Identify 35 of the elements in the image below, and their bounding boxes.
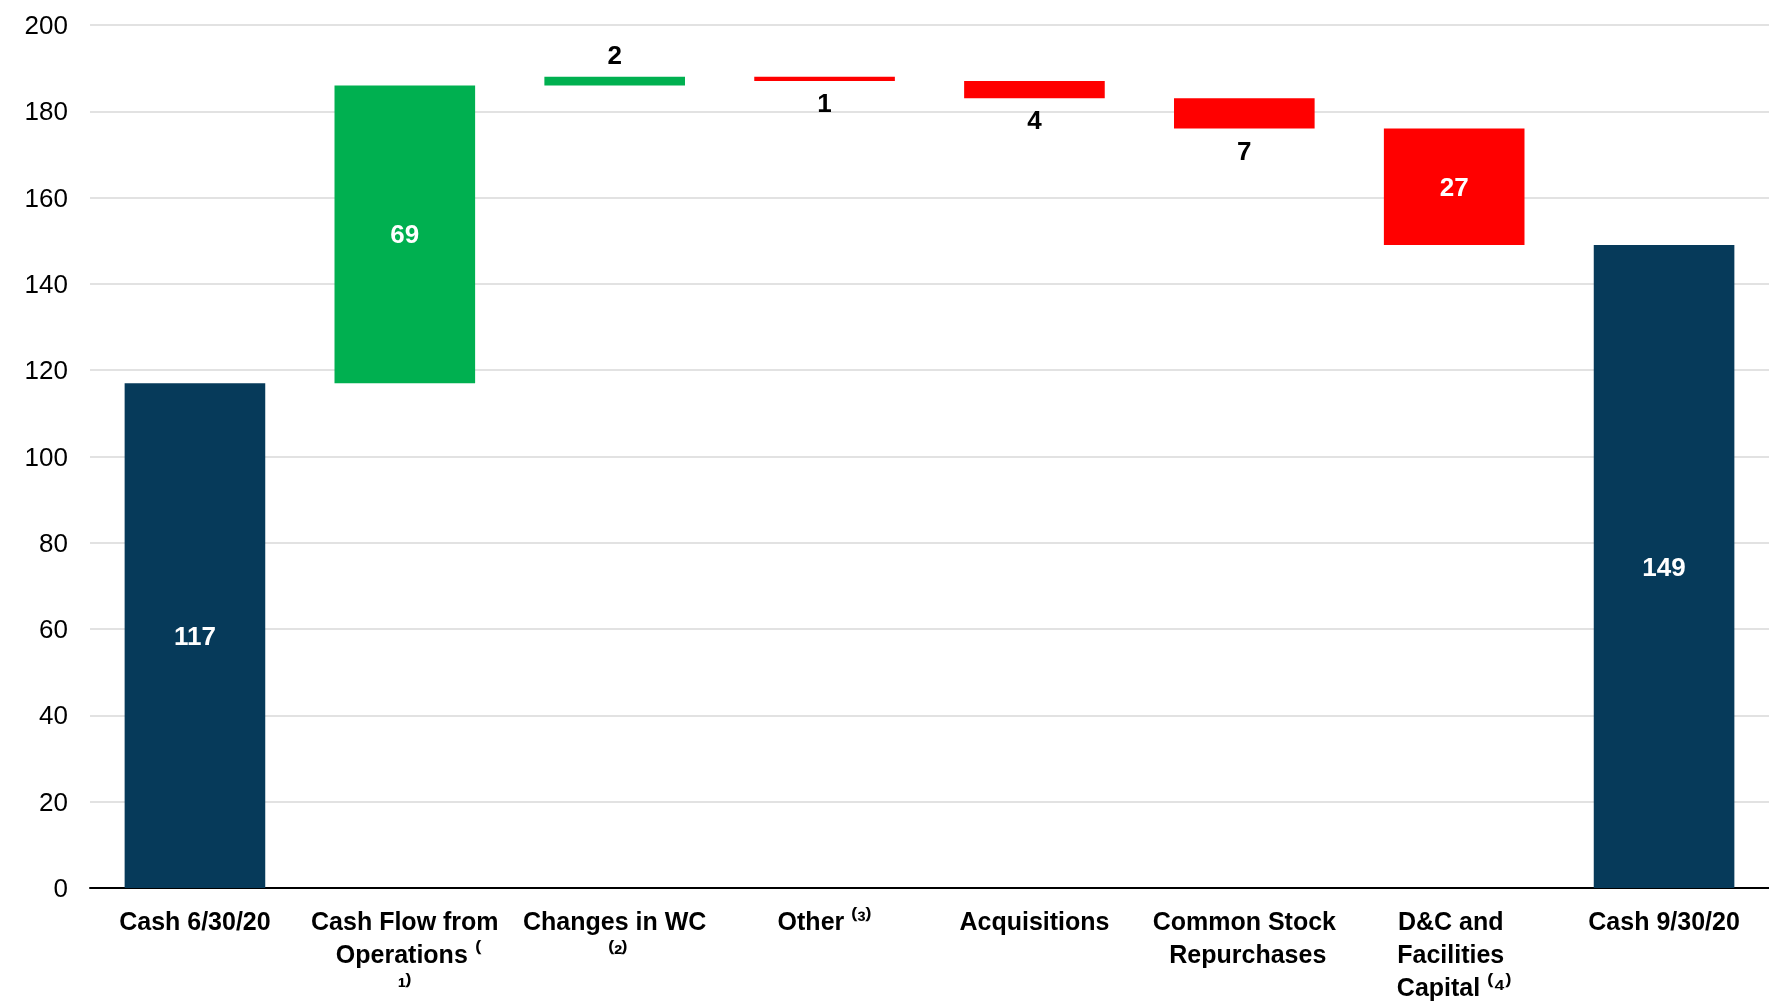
- x-tick-label: Other ⁽³⁾: [777, 905, 872, 935]
- x-tick-label: Cash 9/30/20: [1588, 906, 1740, 935]
- x-tick-label: Acquisitions: [959, 906, 1110, 935]
- data-label: 7: [1237, 135, 1252, 166]
- data-label: 27: [1439, 171, 1469, 202]
- y-tick-label: 200: [24, 10, 68, 40]
- data-label: 2: [607, 39, 622, 70]
- y-tick-label: 0: [53, 873, 68, 903]
- bar: [544, 76, 685, 86]
- y-tick-label: 100: [24, 441, 68, 472]
- bar: [964, 81, 1105, 99]
- data-label: 69: [390, 219, 420, 250]
- bar: [1383, 128, 1525, 246]
- bar: [1593, 245, 1735, 888]
- x-tick-label: Cash Flow from Operations ⁽¹⁾: [311, 906, 499, 1001]
- y-tick-label: 80: [39, 527, 68, 558]
- data-label: 4: [1027, 105, 1043, 136]
- y-tick-label: 140: [24, 268, 68, 299]
- data-label: 117: [173, 620, 216, 651]
- bar: [124, 383, 266, 888]
- x-tick-label: Changes in WC ⁽²⁾: [523, 906, 707, 968]
- y-tick-label: 180: [24, 96, 68, 127]
- bar: [334, 85, 476, 384]
- y-tick-label: 160: [24, 182, 68, 213]
- x-tick-label: Common Stock Repurchases: [1152, 906, 1337, 968]
- bar: [1174, 98, 1315, 129]
- y-tick-label: 60: [39, 614, 68, 645]
- data-label: 1: [817, 88, 832, 119]
- y-tick-label: 40: [39, 700, 68, 731]
- data-label: 149: [1642, 551, 1686, 582]
- y-tick-label: 20: [39, 786, 68, 817]
- y-tick-label: 120: [24, 355, 68, 386]
- x-tick-label: Cash 6/30/20: [119, 906, 271, 935]
- x-tick-label: D&C and Facilities Capital ⁽⁴⁾: [1396, 906, 1512, 1001]
- bar: [754, 76, 895, 82]
